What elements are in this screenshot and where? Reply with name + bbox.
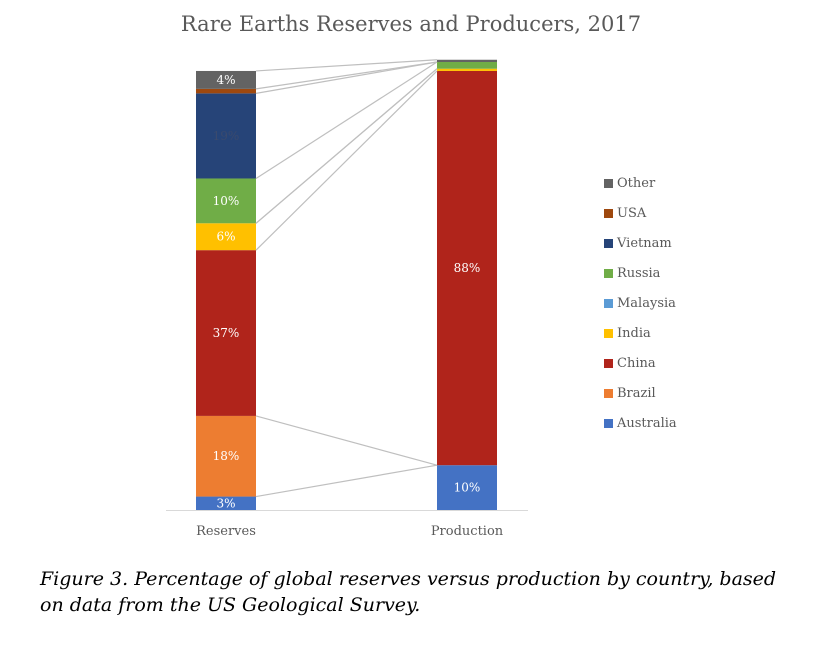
figure-caption: Figure 3. Percentage of global reserves …	[40, 568, 777, 616]
data-label-vietnam-reserves: 19%	[213, 129, 240, 143]
legend-item-china: China	[604, 348, 677, 378]
bar-segment-other-reserves	[196, 70, 256, 89]
data-label-brazil-reserves: 18%	[213, 449, 240, 463]
series-line-russia	[255, 61, 438, 179]
data-label-australia-production: 10%	[454, 481, 481, 495]
legend-swatch	[604, 208, 613, 218]
stacked-bar-chart: 3% 10% 18% 37% 88% 6% 10% 19% 4% Reserves Producti…	[166, 59, 528, 539]
bar-segment-india-production	[437, 68, 497, 71]
legend: Other USA Vietnam Russia Malaysia India China B…	[604, 168, 677, 438]
series-line-china	[255, 70, 438, 251]
legend-label: Russia	[617, 265, 661, 281]
legend-label: Malaysia	[617, 295, 676, 311]
series-line-other	[255, 59, 438, 72]
legend-swatch	[604, 388, 613, 398]
data-label-china-reserves: 37%	[213, 326, 240, 340]
data-label-australia-reserves: 3%	[216, 496, 235, 510]
legend-item-russia: Russia	[604, 258, 677, 288]
legend-item-malaysia: Malaysia	[604, 288, 677, 318]
x-tick-label-production: Production	[431, 524, 504, 539]
legend-swatch	[604, 358, 613, 368]
legend-swatch	[604, 418, 613, 428]
data-label-india-reserves: 6%	[216, 230, 235, 244]
bar-segment-australia-production	[437, 465, 497, 510]
legend-label: China	[617, 355, 656, 371]
bar-segment-vietnam-reserves	[196, 93, 256, 179]
series-line-usa	[255, 61, 438, 90]
legend-swatch	[604, 268, 613, 278]
series-line-malaysia	[255, 68, 438, 224]
legend-swatch	[604, 238, 613, 248]
bar-segment-china-reserves	[196, 250, 256, 416]
legend-item-vietnam: Vietnam	[604, 228, 677, 258]
series-line-vietnam	[255, 61, 438, 94]
bar-segment-russia-reserves	[196, 178, 256, 224]
legend-item-brazil: Brazil	[604, 378, 677, 408]
legend-label: Vietnam	[617, 235, 672, 251]
legend-label: USA	[617, 205, 647, 221]
legend-item-usa: USA	[604, 198, 677, 228]
legend-label: Other	[617, 175, 656, 191]
series-line-australia	[255, 464, 438, 498]
legend-label: Australia	[617, 415, 677, 431]
legend-item-australia: Australia	[604, 408, 677, 438]
bar-segment-usa-reserves	[196, 88, 256, 94]
legend-label: India	[617, 325, 651, 341]
data-label-china-production: 88%	[454, 261, 481, 275]
bar-segment-china-production	[437, 70, 497, 466]
legend-swatch	[604, 328, 613, 338]
bar-segment-brazil-reserves	[196, 415, 256, 497]
chart-title: Rare Earths Reserves and Producers, 2017	[180, 12, 642, 36]
legend-label: Brazil	[617, 385, 656, 401]
bar-segment-russia-production	[437, 62, 497, 69]
bar-segment-australia-reserves	[196, 496, 256, 510]
legend-swatch	[604, 178, 613, 188]
bar-segment-other-production	[437, 59, 497, 62]
data-label-russia-reserves: 10%	[213, 194, 240, 208]
series-line-brazil	[255, 415, 438, 466]
x-tick-label-reserves: Reserves	[196, 524, 256, 539]
bar-segment-india-reserves	[196, 223, 256, 251]
data-label-other-reserves: 4%	[216, 73, 235, 87]
legend-item-india: India	[604, 318, 677, 348]
legend-swatch	[604, 298, 613, 308]
legend-item-other: Other	[604, 168, 677, 198]
